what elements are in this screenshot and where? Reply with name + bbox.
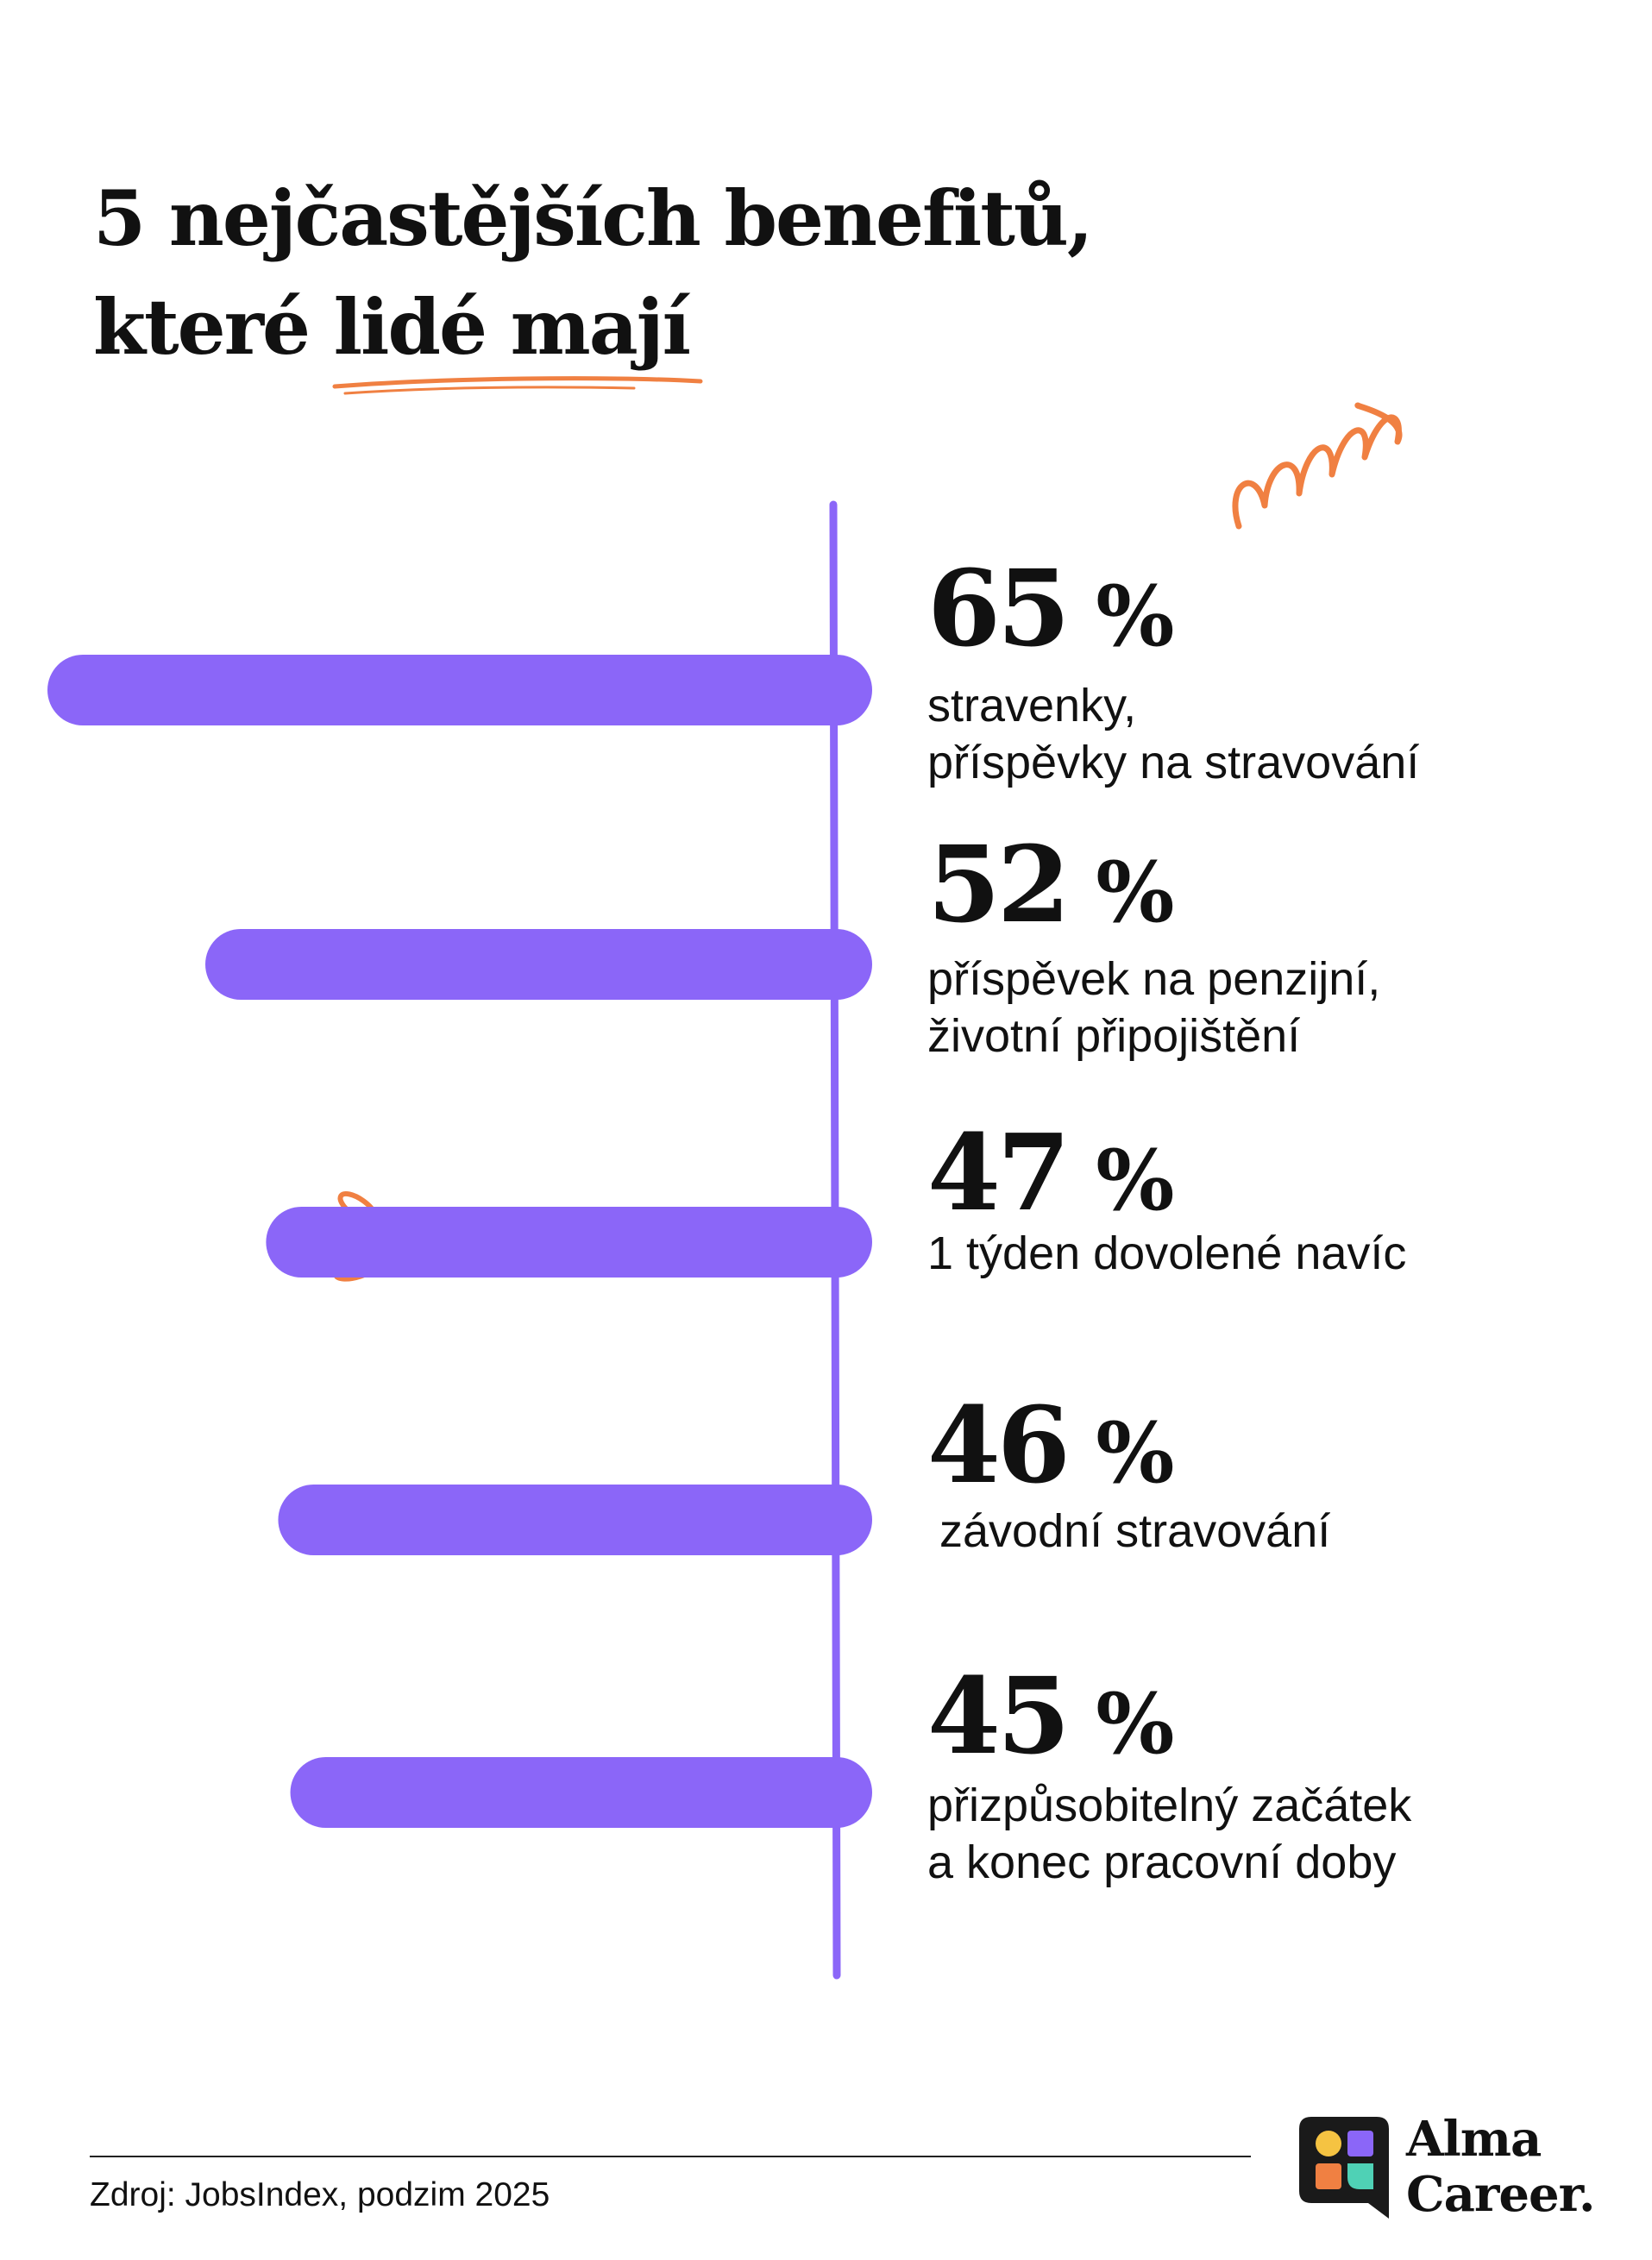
category-label-2: příspěvek na penzijní, životní připojišt… — [927, 953, 1381, 1062]
brand-logo: Alma Career. — [1299, 2112, 1644, 2229]
value-number: 45 — [927, 1654, 1071, 1778]
value-unit: % — [1066, 568, 1175, 665]
value-unit: % — [1066, 1132, 1175, 1229]
value-label-5: 45 % — [927, 1660, 1174, 1780]
bar-5 — [290, 1757, 872, 1828]
value-unit: % — [1066, 1675, 1175, 1773]
bar-3 — [266, 1207, 872, 1278]
bar-2 — [205, 929, 872, 1000]
category-label-1: stravenky, příspěvky na stravování — [927, 680, 1420, 788]
title-line-1: 5 nejčastějších benefitů, — [93, 173, 1094, 263]
value-number: 65 — [927, 546, 1071, 670]
value-label-1: 65 % — [927, 552, 1174, 673]
value-label-2: 52 % — [927, 828, 1174, 949]
chart-title: 5 nejčastějších benefitů, které lidé maj… — [93, 164, 1094, 381]
value-number: 52 — [927, 822, 1071, 946]
value-number: 46 — [927, 1383, 1071, 1507]
logo-line-1: Alma — [1406, 2111, 1542, 2168]
footer-divider — [90, 2156, 1251, 2157]
category-label-5: přizpůsobitelný začátek a konec pracovní… — [927, 1780, 1412, 1888]
title-line-2: které lidé mají — [93, 282, 691, 372]
value-label-4: 46 % — [927, 1389, 1174, 1510]
category-label-4: závodní stravování — [939, 1505, 1331, 1557]
bar-1 — [47, 655, 872, 725]
category-label-3: 1 týden dovolené navíc — [927, 1227, 1407, 1279]
value-unit: % — [1066, 1404, 1175, 1502]
value-number: 47 — [927, 1110, 1071, 1234]
value-label-3: 47 % — [927, 1116, 1174, 1237]
logo-wordmark: Alma Career. — [1406, 2111, 1595, 2223]
logo-line-2: Career. — [1406, 2166, 1595, 2223]
value-unit: % — [1066, 844, 1175, 941]
alma-career-logo-icon — [1299, 2117, 1389, 2219]
bar-4 — [278, 1485, 872, 1555]
chart-bars — [47, 655, 872, 1828]
source-note: Zdroj: JobsIndex, podzim 2025 — [90, 2176, 550, 2213]
